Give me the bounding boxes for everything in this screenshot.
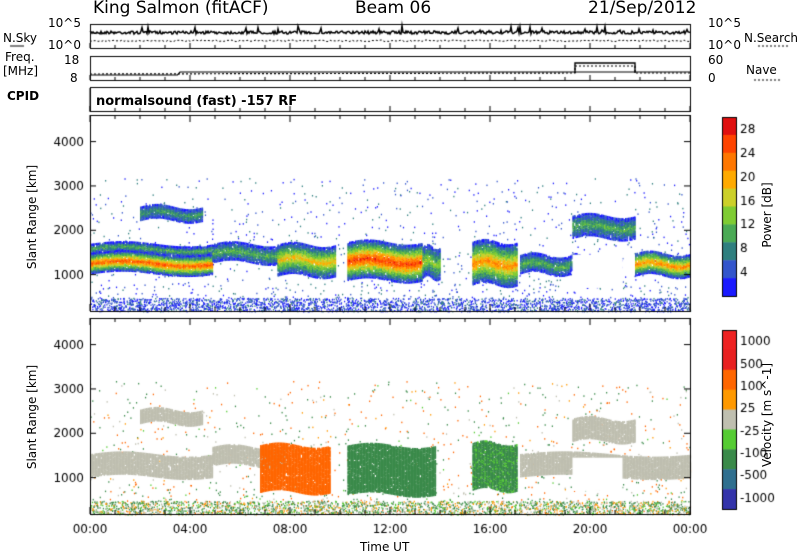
sky-tick-top-left: 10^5	[48, 16, 81, 30]
freq-tick-bottom: 8	[70, 71, 78, 85]
cpid-label: CPID	[7, 89, 40, 103]
freq-unit-label: [MHz]	[3, 64, 39, 78]
sky-tick-bottom-left: 10^0	[48, 38, 81, 52]
station-title: King Salmon (fitACF)	[93, 0, 269, 18]
sky-tick-top-right: 10^5	[708, 16, 741, 30]
beam-title: Beam 06	[355, 0, 432, 18]
nave-label: Nave	[746, 63, 777, 77]
date-title: 21/Sep/2012	[588, 0, 697, 18]
freq-label: Freq.	[5, 50, 35, 64]
power-ylabel: Slant Range [km]	[25, 164, 39, 270]
velocity-colorbar-label: Velocity [m s^-1]	[760, 362, 774, 468]
nave-tick-bottom: 0	[708, 71, 716, 85]
nsky-label: N.Sky	[3, 31, 38, 45]
freq-tick-top: 18	[64, 53, 80, 67]
nave-tick-top: 60	[708, 53, 724, 67]
velocity-ylabel: Slant Range [km]	[25, 364, 39, 470]
nsearch-label: N.Search	[744, 31, 799, 45]
x-axis-title: Time UT	[360, 540, 410, 554]
power-colorbar-label: Power [dB]	[760, 182, 774, 248]
sky-tick-bottom-right: 10^0	[708, 38, 741, 52]
cpid-text: normalsound (fast) -157 RF	[96, 94, 298, 109]
